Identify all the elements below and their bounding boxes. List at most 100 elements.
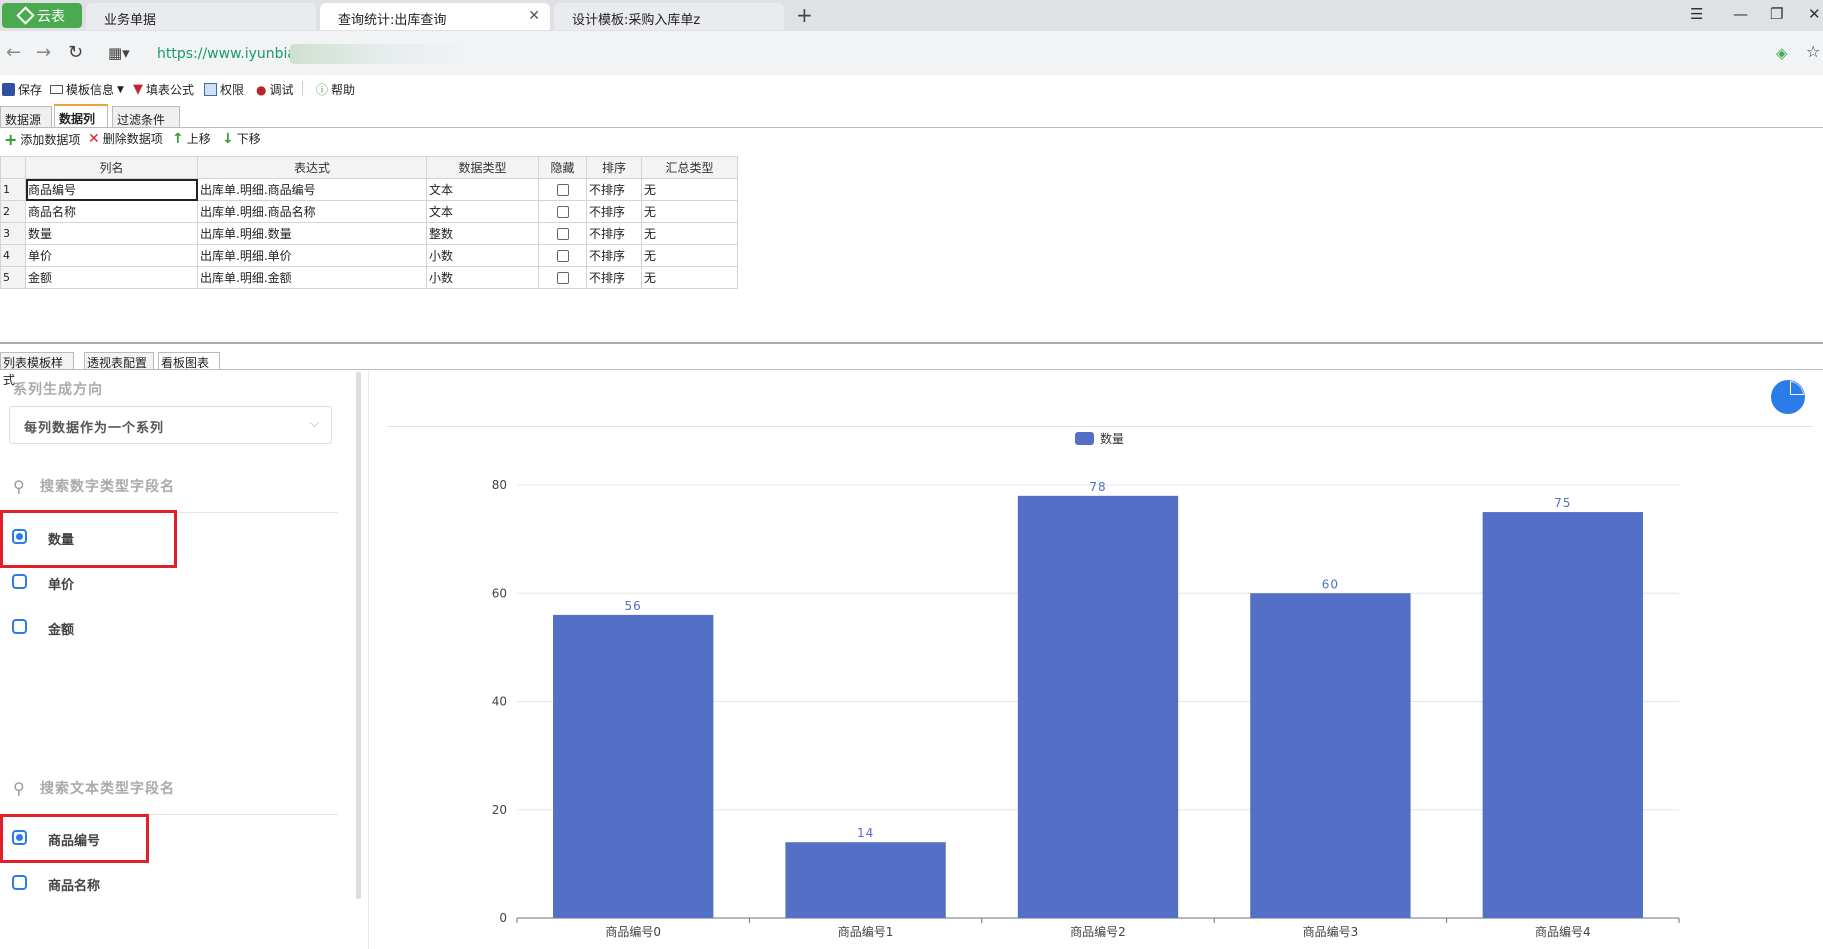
field-checkbox-amount[interactable] xyxy=(12,619,27,634)
type-cell[interactable]: 小数 xyxy=(426,244,539,267)
save-button[interactable]: 保存 xyxy=(2,81,42,98)
window-close-icon[interactable]: ✕ xyxy=(1808,5,1821,23)
browser-tab-2[interactable]: 设计模板:采购入库单z xyxy=(554,3,784,30)
template-info-label: 模板信息 xyxy=(66,83,115,97)
apps-icon[interactable]: ▦▾ xyxy=(108,44,130,62)
tab-dashboard-chart[interactable]: 看板图表 xyxy=(158,352,220,370)
table-row: 2 商品名称 出库单.明细.商品名称 文本 不排序 无 xyxy=(0,200,738,223)
funnel-icon: ▼ xyxy=(133,82,143,97)
type-cell[interactable]: 小数 xyxy=(426,266,539,289)
expression-cell[interactable]: 出库单.明细.单价 xyxy=(197,244,427,267)
name-cell[interactable]: 数量 xyxy=(25,222,198,245)
reload-icon[interactable]: ↻ xyxy=(68,42,84,63)
forward-icon[interactable]: → xyxy=(36,42,52,63)
debug-button[interactable]: ● 调试 xyxy=(256,81,294,98)
url-field[interactable]: https://www.iyunbiao.c xyxy=(157,46,317,62)
move-up-button[interactable]: ↑ 上移 xyxy=(172,130,211,147)
field-checkbox-product-name[interactable] xyxy=(12,875,27,890)
column-header[interactable]: 汇总类型 xyxy=(641,156,738,179)
hidden-checkbox[interactable] xyxy=(556,206,569,218)
highlight-box xyxy=(0,814,149,863)
row-number: 1 xyxy=(0,178,26,201)
series-direction-select[interactable]: 每列数据作为一个系列 ⌵ xyxy=(9,406,332,444)
left-config-panel: 系列生成方向 每列数据作为一个系列 ⌵ ⚲ 搜索数字类型字段名 数量 单价 金额… xyxy=(0,370,362,949)
tab-pivot-config[interactable]: 透视表配置 xyxy=(84,352,154,370)
name-cell[interactable]: 商品名称 xyxy=(25,200,198,223)
sort-cell[interactable]: 不排序 xyxy=(586,178,642,201)
new-tab-icon[interactable]: + xyxy=(796,3,813,27)
column-header[interactable]: 排序 xyxy=(586,156,642,179)
hidden-cell xyxy=(538,266,587,289)
expression-cell[interactable]: 出库单.明细.商品编号 xyxy=(197,178,427,201)
browser-tab-1[interactable]: 查询统计:出库查询 ✕ xyxy=(320,3,550,30)
column-header[interactable]: 数据类型 xyxy=(426,156,539,179)
column-header[interactable]: 表达式 xyxy=(197,156,427,179)
aggregate-cell[interactable]: 无 xyxy=(641,244,738,267)
grid-header-row: 列名 表达式 数据类型 隐藏 排序 汇总类型 xyxy=(0,156,738,179)
aggregate-cell[interactable]: 无 xyxy=(641,222,738,245)
permission-button[interactable]: 权限 xyxy=(204,81,244,98)
field-label: 金额 xyxy=(48,623,75,638)
menu-icon[interactable]: ☰ xyxy=(1690,5,1704,23)
expression-cell[interactable]: 出库单.明细.金额 xyxy=(197,266,427,289)
type-cell[interactable]: 文本 xyxy=(426,200,539,223)
arrow-up-icon: ↑ xyxy=(172,130,184,147)
aggregate-cell[interactable]: 无 xyxy=(641,178,738,201)
hidden-cell xyxy=(538,178,587,201)
hidden-checkbox[interactable] xyxy=(556,250,569,262)
tab-filter[interactable]: 过滤条件 xyxy=(112,106,180,128)
field-checkbox-unit-price[interactable] xyxy=(12,574,27,589)
aggregate-cell[interactable]: 无 xyxy=(641,200,738,223)
template-info-button[interactable]: 模板信息 ▼ xyxy=(50,81,124,98)
panel-splitter[interactable] xyxy=(0,342,1823,344)
panel-scrollbar[interactable] xyxy=(356,372,361,899)
name-cell[interactable]: 单价 xyxy=(25,244,198,267)
sort-cell[interactable]: 不排序 xyxy=(586,244,642,267)
hidden-checkbox[interactable] xyxy=(556,184,569,196)
type-cell[interactable]: 整数 xyxy=(426,222,539,245)
hidden-checkbox[interactable] xyxy=(556,228,569,240)
close-icon[interactable]: ✕ xyxy=(528,8,540,24)
numeric-search-input[interactable]: 搜索数字类型字段名 xyxy=(40,479,175,495)
aggregate-cell[interactable]: 无 xyxy=(641,266,738,289)
column-header[interactable]: 隐藏 xyxy=(538,156,587,179)
brand-button[interactable]: 云表 xyxy=(2,3,82,28)
move-down-button[interactable]: ↓ 下移 xyxy=(222,130,261,147)
hidden-checkbox[interactable] xyxy=(556,272,569,284)
sort-cell[interactable]: 不排序 xyxy=(586,200,642,223)
template-icon xyxy=(50,85,63,94)
row-number: 3 xyxy=(0,222,26,245)
tab-label: 过滤条件 xyxy=(117,113,166,127)
bookmark-star-icon[interactable]: ☆ xyxy=(1806,42,1821,61)
pie-chart-icon[interactable] xyxy=(1769,378,1807,416)
row-number: 4 xyxy=(0,244,26,267)
search-icon: ⚲ xyxy=(13,779,25,798)
field-checkbox-quantity[interactable] xyxy=(12,529,27,544)
tab-data-source[interactable]: 数据源 xyxy=(0,106,52,128)
text-search-input[interactable]: 搜索文本类型字段名 xyxy=(40,781,175,797)
tab-label: 列表模板样式 xyxy=(3,356,64,387)
back-icon[interactable]: ← xyxy=(6,42,22,63)
browser-tab-bar: 云表 业务单据 查询统计:出库查询 ✕ 设计模板:采购入库单z + ☰ — ❐ … xyxy=(0,0,1823,31)
table-row: 1 商品编号 出库单.明细.商品编号 文本 不排序 无 xyxy=(0,178,738,201)
browser-tab-0[interactable]: 业务单据 xyxy=(86,3,316,30)
name-cell[interactable]: 金额 xyxy=(25,266,198,289)
restore-icon[interactable]: ❐ xyxy=(1770,5,1784,23)
tab-list-template-style[interactable]: 列表模板样式 xyxy=(0,352,74,387)
expression-cell[interactable]: 出库单.明细.商品名称 xyxy=(197,200,427,223)
sort-cell[interactable]: 不排序 xyxy=(586,222,642,245)
type-cell[interactable]: 文本 xyxy=(426,178,539,201)
name-cell[interactable]: 商品编号 xyxy=(25,178,198,201)
tab-data-columns[interactable]: 数据列 xyxy=(54,104,108,128)
expression-cell[interactable]: 出库单.明细.数量 xyxy=(197,222,427,245)
add-item-button[interactable]: + 添加数据项 xyxy=(4,130,80,149)
minimize-icon[interactable]: — xyxy=(1733,5,1748,23)
extension-icon[interactable]: ◈ xyxy=(1776,44,1788,62)
field-checkbox-product-code[interactable] xyxy=(12,830,27,845)
column-header[interactable]: 列名 xyxy=(25,156,198,179)
fill-formula-button[interactable]: ▼ 填表公式 xyxy=(133,81,194,98)
sort-cell[interactable]: 不排序 xyxy=(586,266,642,289)
chart-header-divider xyxy=(387,426,1813,427)
help-button[interactable]: ⓘ 帮助 xyxy=(316,81,355,98)
delete-item-button[interactable]: ✕ 删除数据项 xyxy=(88,130,163,147)
